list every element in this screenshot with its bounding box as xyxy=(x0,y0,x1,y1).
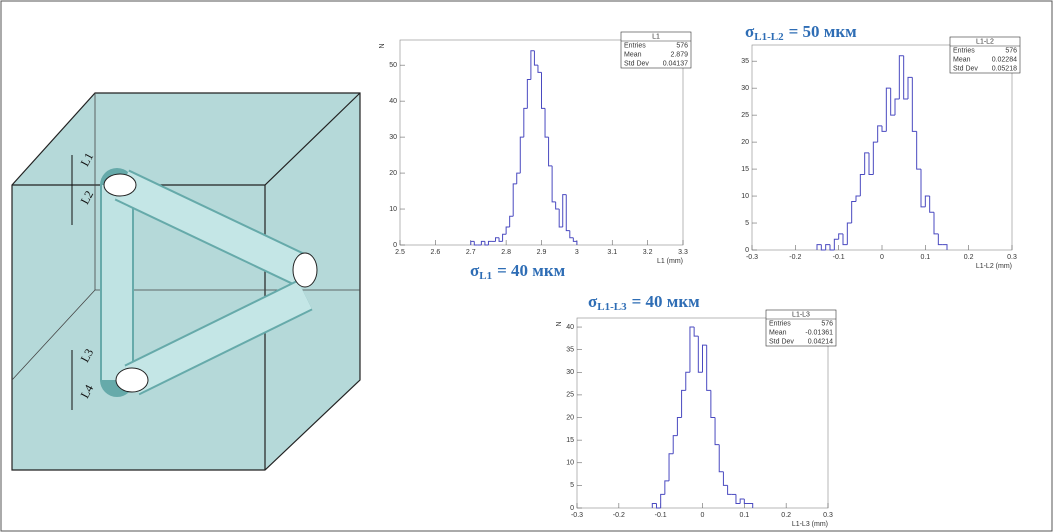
tube-end xyxy=(104,174,136,196)
x-tick-label: 2.7 xyxy=(466,249,476,256)
y-tick-label: 40 xyxy=(566,324,574,331)
y-tick-label: 25 xyxy=(566,392,574,399)
y-axis-label: N xyxy=(379,43,386,48)
x-tick-label: 2.5 xyxy=(395,249,405,256)
y-tick-label: 15 xyxy=(741,166,749,173)
sigma-value: = 50 мкм xyxy=(789,22,858,41)
y-tick-label: 30 xyxy=(389,134,397,141)
slide: L1 L2 L3 L4 2.5 2.6 2.7 2.8 2.9 3 3.1 3.2 3.3 0 10… xyxy=(0,0,1053,532)
x-tick-label: -0.1 xyxy=(833,254,845,261)
stats-value: 0.04137 xyxy=(663,60,688,67)
x-tick-label: -0.3 xyxy=(746,254,758,261)
tube-end xyxy=(116,368,148,392)
x-tick-label: 0 xyxy=(880,254,884,261)
sigma-value: = 40 мкм xyxy=(497,261,566,280)
x-tick-label: 3.2 xyxy=(643,249,653,256)
x-tick-label: 2.9 xyxy=(537,249,547,256)
x-tick-label: 2.8 xyxy=(501,249,511,256)
stats-label: Mean xyxy=(953,56,971,63)
x-tick-label: 0.1 xyxy=(739,512,749,519)
stats-value: -0.01361 xyxy=(805,329,833,336)
tube-end xyxy=(293,253,317,287)
y-tick-label: 10 xyxy=(741,193,749,200)
stats-title: L1 xyxy=(652,33,660,40)
stats-label: Mean xyxy=(769,329,787,336)
y-tick-label: 20 xyxy=(389,170,397,177)
x-axis-label: L1-L3 (mm) xyxy=(792,521,828,528)
cube-diagram: L1 L2 L3 L4 xyxy=(12,93,360,470)
y-tick-label: 20 xyxy=(566,414,574,421)
y-tick-label: 35 xyxy=(566,347,574,354)
stats-value: 0.05218 xyxy=(992,65,1017,72)
y-tick-label: 30 xyxy=(566,369,574,376)
x-tick-label: 0.2 xyxy=(781,512,791,519)
y-tick-label: 25 xyxy=(741,112,749,119)
y-tick-label: 0 xyxy=(393,242,397,249)
stats-value: 2.879 xyxy=(670,51,688,58)
sigma-value: = 40 мкм xyxy=(632,292,701,311)
y-tick-label: 35 xyxy=(741,58,749,65)
y-tick-label: 40 xyxy=(389,98,397,105)
stats-label: Entries xyxy=(769,320,791,327)
stats-label: Entries xyxy=(624,42,646,49)
x-tick-label: -0.2 xyxy=(789,254,801,261)
stats-title: L1-L2 xyxy=(976,38,994,45)
y-tick-label: 0 xyxy=(745,247,749,254)
y-tick-label: 15 xyxy=(566,437,574,444)
y-tick-label: 50 xyxy=(389,62,397,69)
sigma-subscript: L1-L2 xyxy=(754,31,784,43)
y-tick-label: 10 xyxy=(566,460,574,467)
y-tick-label: 30 xyxy=(741,85,749,92)
stats-label: Std Dev xyxy=(769,338,794,345)
y-tick-label: 5 xyxy=(570,482,574,489)
stats-value: 576 xyxy=(821,320,833,327)
y-axis-label: N xyxy=(556,321,563,326)
x-tick-label: 2.6 xyxy=(431,249,441,256)
y-tick-label: 5 xyxy=(745,220,749,227)
x-axis-label: L1 (mm) xyxy=(657,258,683,265)
x-tick-label: 0.1 xyxy=(920,254,930,261)
x-tick-label: 3.1 xyxy=(607,249,617,256)
stats-label: Std Dev xyxy=(953,65,978,72)
stats-value: 0.04214 xyxy=(808,338,833,345)
stats-value: 576 xyxy=(676,42,688,49)
x-tick-label: -0.2 xyxy=(613,512,625,519)
x-tick-label: 3 xyxy=(575,249,579,256)
x-tick-label: 0.2 xyxy=(964,254,974,261)
x-tick-label: 0.3 xyxy=(1007,254,1017,261)
stats-value: 0.02284 xyxy=(992,56,1017,63)
y-tick-label: 0 xyxy=(570,505,574,512)
sigma-subscript: L1-L3 xyxy=(597,301,627,313)
stats-label: Mean xyxy=(624,51,642,58)
y-tick-label: 10 xyxy=(389,206,397,213)
x-tick-label: -0.1 xyxy=(655,512,667,519)
x-tick-label: 0 xyxy=(701,512,705,519)
stats-title: L1-L3 xyxy=(792,311,810,318)
stats-value: 576 xyxy=(1005,47,1017,54)
sigma-subscript: L1 xyxy=(479,270,492,282)
x-tick-label: 0.3 xyxy=(823,512,833,519)
x-tick-label: 3.3 xyxy=(678,249,688,256)
stats-label: Entries xyxy=(953,47,975,54)
x-tick-label: -0.3 xyxy=(571,512,583,519)
x-axis-label: L1-L2 (mm) xyxy=(976,263,1012,270)
y-tick-label: 20 xyxy=(741,139,749,146)
stats-label: Std Dev xyxy=(624,60,649,67)
